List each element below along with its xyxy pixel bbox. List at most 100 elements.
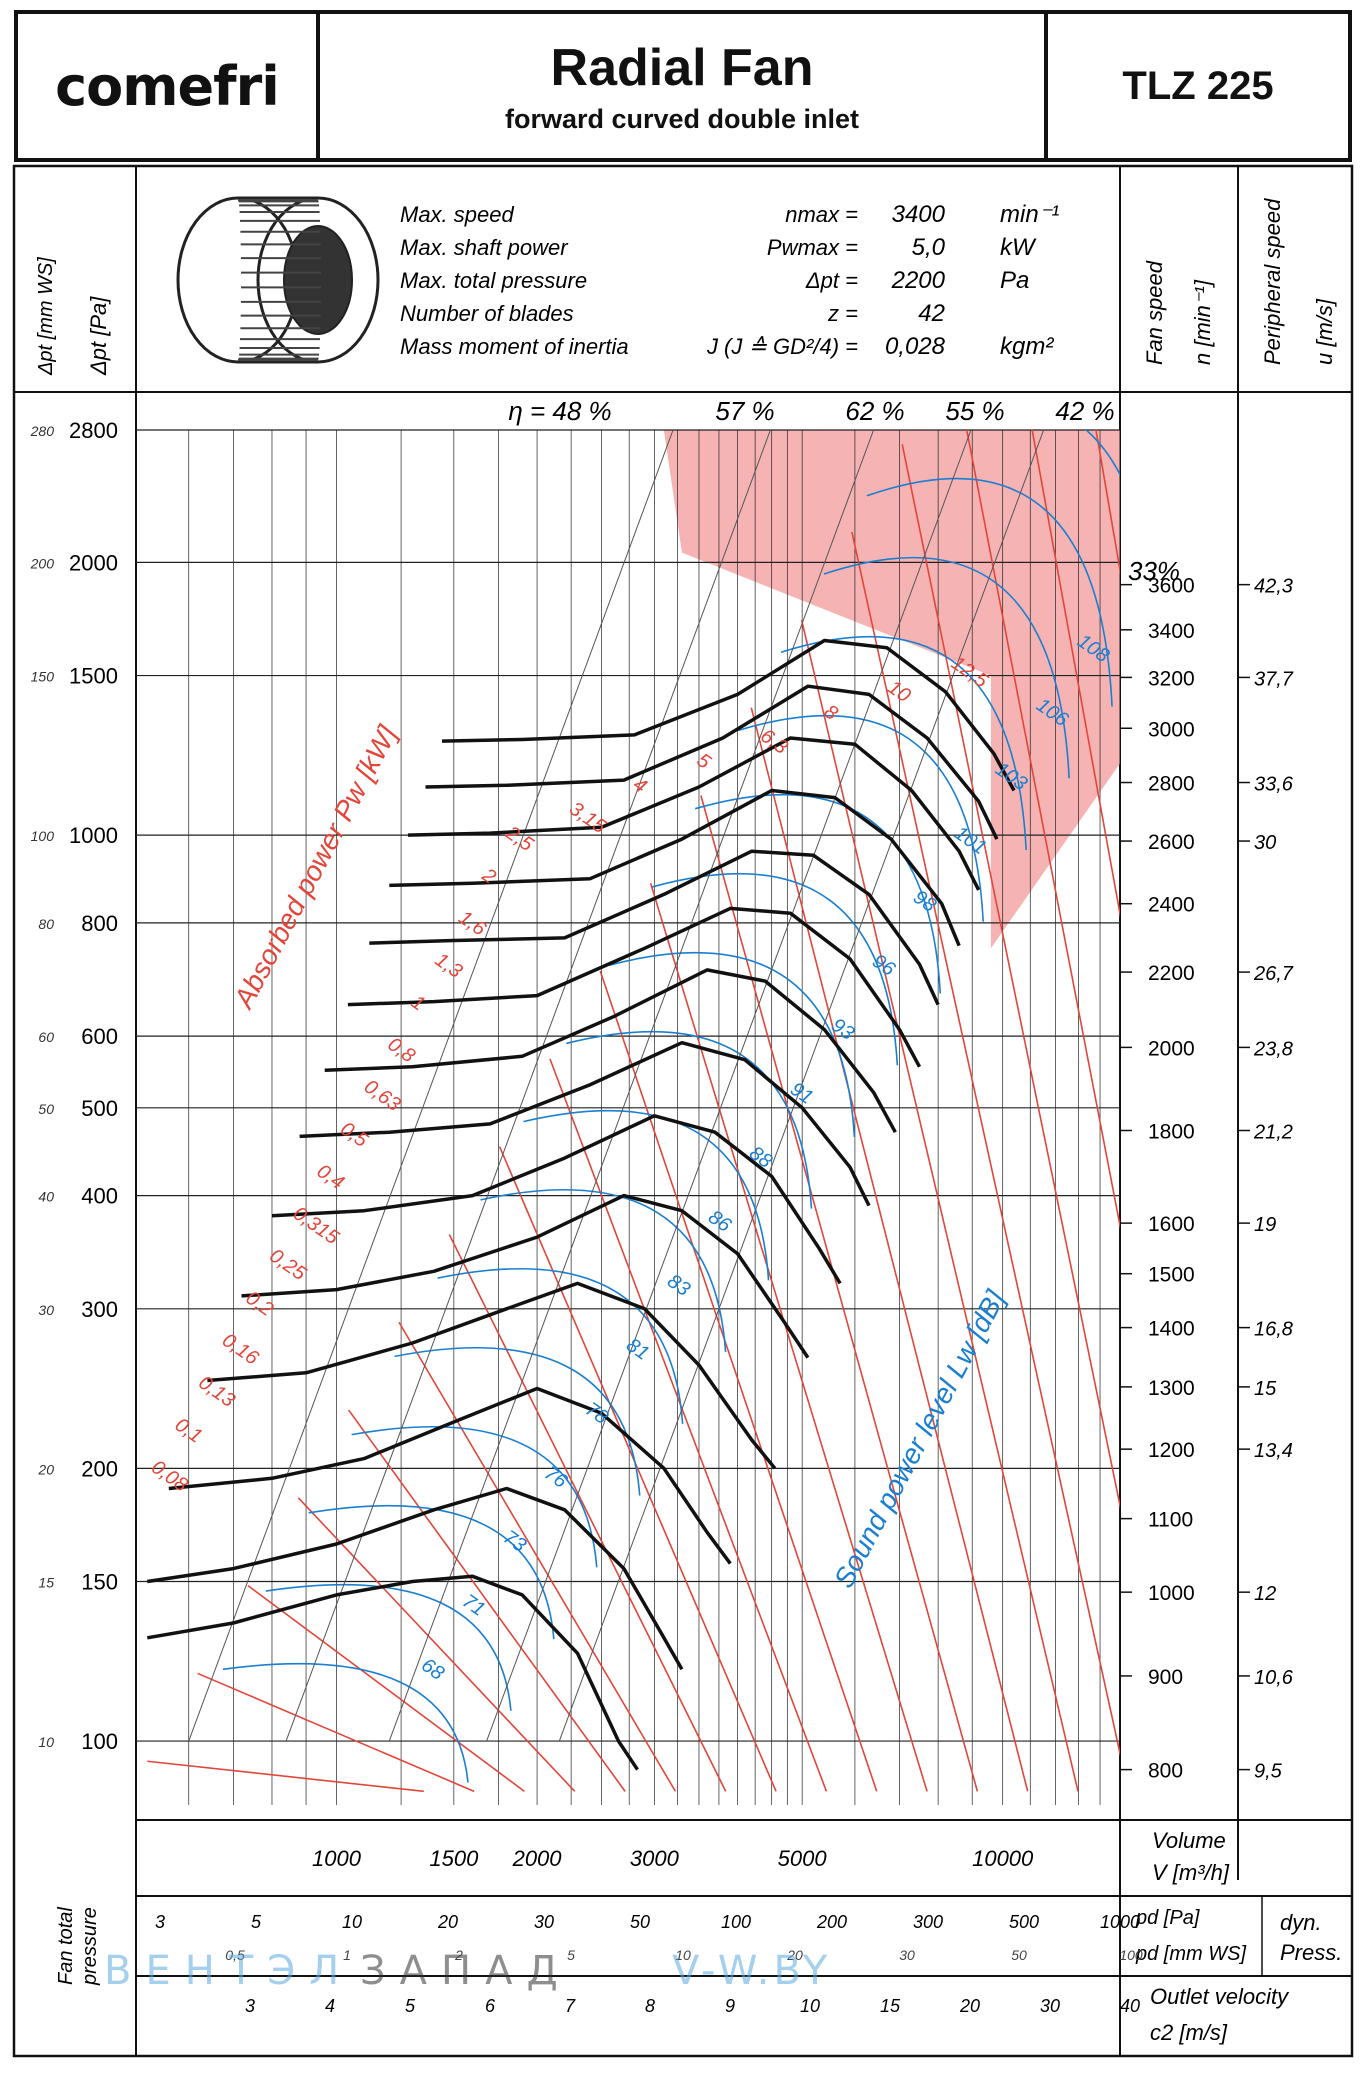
- sound-line: [222, 1662, 469, 1783]
- u-label: 10,6: [1254, 1667, 1294, 1689]
- power-label: 3,15: [565, 798, 610, 839]
- dpt-mmws-header: Δpt [mm WS]: [35, 257, 57, 376]
- power-line: [448, 1234, 727, 1792]
- fan-speed-unit: n [min⁻¹]: [1190, 279, 1215, 365]
- c2-tick: 6: [485, 1996, 496, 2016]
- fan-total-pressure-label-2: pressure: [79, 1907, 101, 1986]
- sound-line: [1084, 430, 1120, 477]
- sound-line: [480, 1188, 727, 1353]
- power-line: [1095, 430, 1120, 575]
- spec-unit: kgm²: [1000, 333, 1054, 360]
- spec-value: 0,028: [885, 333, 946, 360]
- fan-curve: [441, 638, 1016, 792]
- spec-symbol: nmax =: [785, 202, 858, 227]
- sound-label: 76: [540, 1462, 572, 1493]
- power-line: [800, 619, 1079, 1792]
- y-tick-pa: 2800: [69, 418, 118, 443]
- sound-label: 73: [499, 1526, 530, 1557]
- model-cell: TLZ 225: [1048, 14, 1348, 158]
- header: comefri Radial Fan forward curved double…: [14, 10, 1352, 162]
- power-label: 8: [820, 701, 842, 725]
- speed-label: 3400: [1148, 620, 1195, 643]
- sound-label: 78: [581, 1398, 612, 1429]
- peripheral-speed-unit: u [m/s]: [1312, 298, 1337, 365]
- power-label: 0,5: [336, 1118, 372, 1152]
- sound-line: [823, 556, 1070, 779]
- power-label: 5: [693, 749, 715, 774]
- x-tick-label: 3000: [630, 1846, 680, 1871]
- pd-pa-tick: 5: [251, 1912, 262, 1932]
- y-tick-pa: 2000: [69, 550, 118, 575]
- speed-label: 1300: [1148, 1377, 1195, 1400]
- fan-curve: [324, 968, 897, 1134]
- power-label: 1,6: [454, 907, 490, 941]
- press-label: Press.: [1280, 1940, 1342, 1965]
- sound-line: [780, 635, 1027, 851]
- fan-curve: [271, 1114, 842, 1285]
- pd-pa-tick: 1000: [1100, 1912, 1140, 1932]
- efficiency-label: 33%: [1128, 556, 1180, 586]
- pd-pa-tick: 200: [816, 1912, 847, 1932]
- pd-pa-tick: 300: [913, 1912, 943, 1932]
- spec-symbol: Pwmax =: [767, 235, 858, 260]
- c2-tick: 8: [645, 1996, 655, 2016]
- u-label: 16,8: [1254, 1319, 1293, 1341]
- y-tick-mmws: 15: [38, 1575, 54, 1591]
- pd-pa-label: pd [Pa]: [1135, 1907, 1200, 1929]
- sound-line: [265, 1584, 512, 1711]
- efficiency-line: [388, 430, 875, 1742]
- efficiency-label: 57 %: [715, 396, 774, 426]
- u-label: 42,3: [1254, 576, 1293, 598]
- power-line: [197, 1672, 475, 1793]
- power-label: 0,8: [383, 1033, 418, 1067]
- spec-label: Max. total pressure: [400, 268, 587, 293]
- spec-unit: kW: [1000, 234, 1037, 261]
- fan-curve: [147, 1486, 684, 1671]
- pd-pa-tick: 20: [437, 1912, 458, 1932]
- speed-label: 1600: [1148, 1213, 1195, 1236]
- watermark-middle: ЗАПАД: [360, 1948, 572, 1994]
- sound-line: [609, 951, 856, 1137]
- sound-line: [866, 477, 1113, 707]
- efficiency-label: 55 %: [945, 396, 1004, 426]
- outlet-velocity-label: Outlet velocity: [1150, 1984, 1290, 2009]
- speed-label: 1400: [1148, 1318, 1195, 1341]
- spec-symbol: Δpt =: [805, 268, 858, 293]
- pd-pa-tick: 30: [534, 1912, 554, 1932]
- power-line: [1031, 430, 1120, 919]
- c2-tick: 7: [565, 1996, 576, 2016]
- fan-speed-header: Fan speed: [1142, 260, 1167, 365]
- fan-curve: [389, 788, 961, 947]
- bottom-scales: 3 5 10 20 30 50 100 200 300 500 1000 0,5 1 2 5 10 20 30 50…: [155, 1912, 1143, 2016]
- y-tick-mmws: 80: [38, 916, 54, 932]
- speed-label: 900: [1148, 1666, 1183, 1689]
- spec-label: Max. speed: [400, 202, 514, 227]
- pd-mmws-tick: 0,5: [225, 1947, 245, 1963]
- chart-frame: [12, 164, 1354, 2058]
- fan-curve: [369, 849, 940, 1006]
- u-label: 37,7: [1254, 668, 1294, 690]
- spec-value: 2200: [891, 267, 946, 294]
- power-line: [147, 1760, 424, 1793]
- fan-total-pressure-label-1: Fan total: [55, 1907, 77, 1985]
- speed-label: 1200: [1148, 1439, 1195, 1462]
- watermark-right: V-W.BY: [672, 1948, 832, 1994]
- pd-mmws-tick: 20: [786, 1947, 803, 1963]
- y-tick-mmws: 10: [38, 1734, 54, 1750]
- power-label: 0,1: [171, 1414, 206, 1448]
- sound-line: [566, 1030, 813, 1209]
- y-tick-pa: 300: [81, 1297, 118, 1322]
- y-tick-pa: 100: [81, 1729, 118, 1754]
- power-label: 0,08: [147, 1456, 192, 1496]
- y-tick-mmws: 200: [30, 555, 55, 571]
- power-line: [901, 444, 1120, 1510]
- y-tick-pa: 1000: [69, 823, 118, 848]
- fan-curve: [407, 736, 981, 891]
- y-tick-mmws: 20: [37, 1461, 54, 1477]
- u-label: 15: [1254, 1378, 1277, 1400]
- pd-mmws-tick: 10: [675, 1947, 691, 1963]
- sound-label: 91: [786, 1078, 817, 1109]
- pd-mmws-tick: 50: [1011, 1947, 1027, 1963]
- power-line: [750, 707, 1029, 1792]
